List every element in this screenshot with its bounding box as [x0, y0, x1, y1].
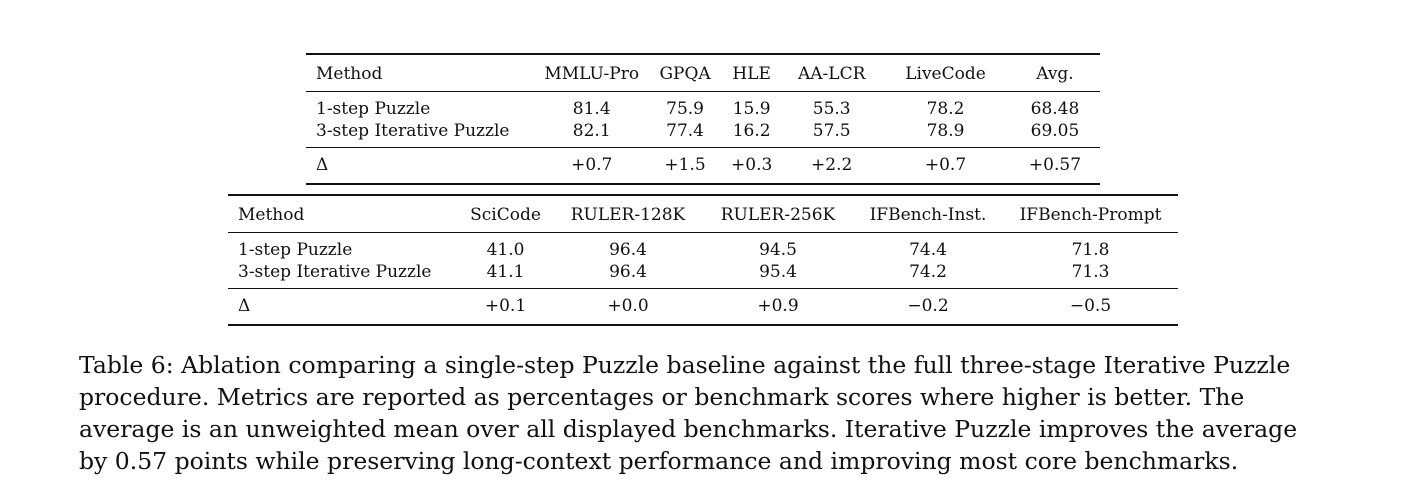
column-header-gpqa: GPQA — [649, 53, 722, 92]
value-cell: 41.0 — [486, 240, 525, 260]
value-cell: 15.9 — [732, 99, 771, 119]
delta-cell: +0.1 — [458, 288, 553, 326]
column-header-ifbench-prompt: IFBench-Prompt — [1003, 194, 1178, 233]
column-header-method: Method — [306, 53, 535, 92]
column-header-livecode: LiveCode — [881, 53, 1010, 92]
table-header-row: Method MMLU-Pro GPQA HLE AA-LCR LiveCode… — [306, 53, 1100, 92]
table-header-row: Method SciCode RULER-128K RULER-256K IFB… — [228, 194, 1178, 233]
value-cell: 71.3 — [1003, 261, 1178, 289]
table-row-1-step-puzzle: 1-step Puzzle 41.0 96.4 94.5 74.4 71.8 — [228, 233, 1178, 262]
table-row-delta: Δ +0.1 +0.0 +0.9 −0.2 −0.5 — [228, 288, 1178, 326]
table-row-1-step-puzzle: 1-step Puzzle 81.4 75.9 15.9 55.3 78.2 6… — [306, 92, 1100, 121]
column-header-ruler-128k: RULER-128K — [553, 194, 703, 233]
method-cell: 3-step Iterative Puzzle — [306, 120, 535, 148]
value-cell-best: 16.2 — [721, 120, 783, 148]
table-row-3-step-iterative-puzzle: 3-step Iterative Puzzle 82.1 77.4 16.2 5… — [306, 120, 1100, 148]
value-cell: 68.48 — [1030, 99, 1080, 119]
value-cell: 81.4 — [572, 99, 611, 119]
value-cell: 78.2 — [926, 99, 965, 119]
value-cell-best: 96.4 — [609, 240, 647, 260]
delta-cell: +0.3 — [721, 147, 783, 185]
value-cell-best: 95.4 — [703, 261, 853, 289]
table-row-3-step-iterative-puzzle: 3-step Iterative Puzzle 41.1 96.4 95.4 7… — [228, 261, 1178, 289]
column-header-ifbench-inst: IFBench-Inst. — [853, 194, 1003, 233]
value-cell: 74.2 — [853, 261, 1003, 289]
method-cell: 1-step Puzzle — [238, 240, 353, 260]
value-cell-best: 82.1 — [534, 120, 650, 148]
value-cell-best: 71.8 — [1071, 240, 1110, 260]
value-cell: 55.3 — [812, 99, 851, 119]
delta-label: Δ — [306, 147, 535, 185]
column-header-ruler-256k: RULER-256K — [703, 194, 853, 233]
column-header-scicode: SciCode — [458, 194, 553, 233]
delta-cell: +0.7 — [534, 147, 650, 185]
results-table-top: Method MMLU-Pro GPQA HLE AA-LCR LiveCode… — [306, 53, 1100, 185]
value-cell-best: 74.4 — [909, 240, 947, 260]
value-cell: 94.5 — [759, 240, 797, 260]
column-header-aa-lcr: AA-LCR — [782, 53, 882, 92]
table-row-delta: Δ +0.7 +1.5 +0.3 +2.2 +0.7 +0.57 — [306, 147, 1100, 185]
delta-label: Δ — [228, 288, 458, 326]
delta-cell: −0.2 — [853, 288, 1003, 326]
delta-cell: +1.5 — [649, 147, 722, 185]
delta-cell: +0.9 — [703, 288, 853, 326]
value-cell-best: 78.9 — [881, 120, 1010, 148]
delta-cell: +2.2 — [782, 147, 882, 185]
delta-cell: +0.57 — [1009, 147, 1100, 185]
column-header-avg: Avg. — [1009, 53, 1100, 92]
delta-cell: +0.0 — [553, 288, 703, 326]
column-header-method: Method — [228, 194, 458, 233]
value-cell: 75.9 — [666, 99, 704, 119]
value-cell-best: 57.5 — [782, 120, 882, 148]
value-cell-best: 77.4 — [649, 120, 722, 148]
value-cell-best: 96.4 — [553, 261, 703, 289]
value-cell-best: 41.1 — [458, 261, 553, 289]
method-cell: 1-step Puzzle — [316, 99, 431, 119]
column-header-hle: HLE — [721, 53, 783, 92]
method-cell: 3-step Iterative Puzzle — [228, 261, 458, 289]
delta-cell: +0.7 — [881, 147, 1010, 185]
column-header-mmlu-pro: MMLU-Pro — [534, 53, 650, 92]
results-table-bottom: Method SciCode RULER-128K RULER-256K IFB… — [228, 194, 1178, 326]
delta-cell: −0.5 — [1003, 288, 1178, 326]
value-cell-best: 69.05 — [1009, 120, 1100, 148]
table-caption: Table 6: Ablation comparing a single-ste… — [79, 351, 1298, 475]
